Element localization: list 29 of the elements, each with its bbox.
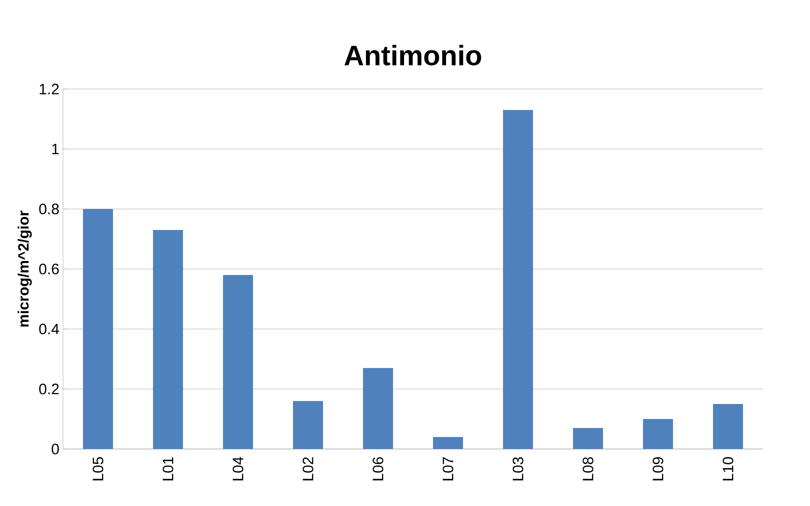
x-tick-label: L08 — [582, 457, 594, 480]
x-tick-label: L06 — [372, 457, 384, 480]
bar — [573, 428, 604, 449]
x-tick-label: L07 — [442, 457, 454, 480]
y-tick-label: 0 — [52, 444, 59, 454]
y-tick-label: 0.8 — [39, 204, 59, 214]
bar — [293, 401, 324, 449]
x-tick-label: L10 — [722, 457, 734, 480]
bar — [433, 437, 464, 449]
bar — [713, 404, 744, 449]
x-tick-label: L09 — [652, 457, 664, 480]
bar — [503, 110, 534, 449]
x-tick-label: L03 — [512, 457, 524, 480]
y-tick-label: 0.2 — [39, 384, 59, 394]
y-axis-title: microg/m^2/gior — [18, 210, 32, 327]
bar — [83, 208, 113, 449]
x-tick-label: L02 — [302, 457, 314, 480]
bar — [643, 419, 674, 449]
bar — [153, 230, 183, 449]
x-tick-label: L04 — [232, 456, 244, 480]
y-tick-label: 0.4 — [39, 324, 60, 334]
x-tick-label: L05 — [92, 457, 104, 480]
chart-title: Antimonio — [344, 44, 482, 66]
x-tick-label: L01 — [162, 457, 174, 480]
bar — [223, 274, 254, 449]
y-tick-label: 1 — [52, 144, 59, 154]
bar — [363, 368, 394, 449]
y-tick-label: 0.6 — [39, 264, 59, 274]
y-tick-label: 1.2 — [40, 84, 59, 94]
